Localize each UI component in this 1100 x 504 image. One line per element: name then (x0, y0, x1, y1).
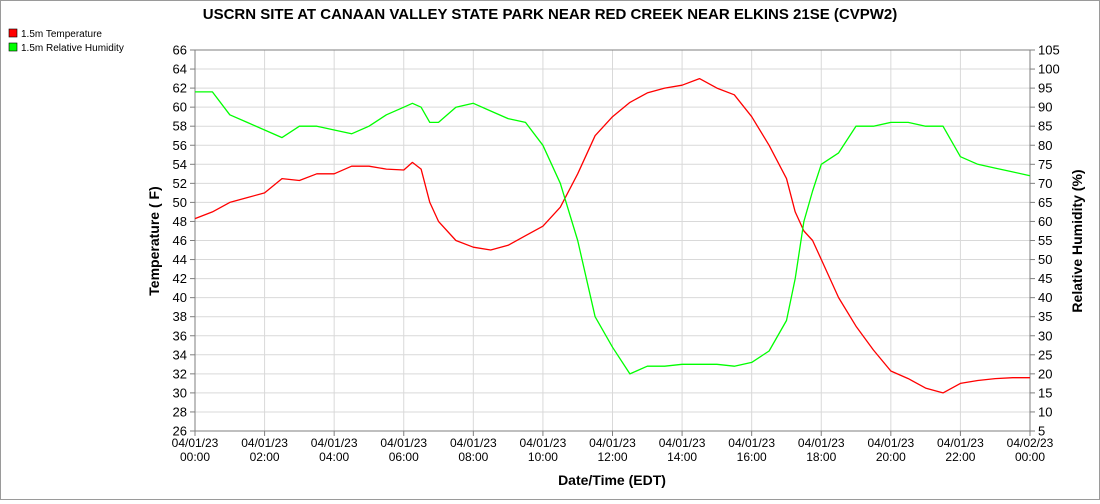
x-tick-time-label: 04:00 (319, 450, 349, 464)
x-tick-date-label: 04/01/23 (311, 436, 358, 450)
right-tick-label: 50 (1038, 252, 1052, 267)
left-tick-label: 38 (173, 309, 187, 324)
x-tick-time-label: 14:00 (667, 450, 697, 464)
left-tick-label: 54 (173, 157, 187, 172)
left-tick-label: 28 (173, 404, 187, 419)
right-tick-label: 65 (1038, 195, 1052, 210)
x-tick-date-label: 04/01/23 (450, 436, 497, 450)
left-tick-label: 52 (173, 176, 187, 191)
right-tick-label: 25 (1038, 347, 1052, 362)
left-tick-label: 58 (173, 119, 187, 134)
x-tick-date-label: 04/01/23 (172, 436, 219, 450)
legend-label-temperature: 1.5m Temperature (21, 29, 102, 40)
left-tick-label: 48 (173, 214, 187, 229)
left-tick-label: 64 (173, 62, 187, 77)
x-tick-time-label: 06:00 (389, 450, 419, 464)
x-tick-time-label: 22:00 (945, 450, 975, 464)
right-tick-label: 35 (1038, 309, 1052, 324)
legend-swatch-humidity (8, 42, 18, 52)
x-tick-date-label: 04/01/23 (798, 436, 845, 450)
left-tick-label: 36 (173, 328, 187, 343)
right-tick-label: 105 (1038, 43, 1060, 58)
right-tick-label: 10 (1038, 404, 1052, 419)
legend-label-humidity: 1.5m Relative Humidity (21, 43, 124, 54)
x-tick-date-label: 04/01/23 (937, 436, 984, 450)
x-tick-time-label: 10:00 (528, 450, 558, 464)
left-tick-label: 40 (173, 290, 187, 305)
left-tick-label: 44 (173, 252, 187, 267)
left-tick-label: 34 (173, 347, 187, 362)
x-tick-date-label: 04/01/23 (867, 436, 914, 450)
left-tick-label: 26 (173, 424, 187, 439)
right-tick-label: 20 (1038, 366, 1052, 381)
right-tick-label: 30 (1038, 328, 1052, 343)
humidity-series-line (195, 91, 1031, 375)
left-axis-label: Temperature ( F) (146, 186, 162, 295)
left-axis-ticks: 26 28 30 32 34 36 38 40 42 44 46 48 50 52 54 56 58 60 62 64… (173, 43, 195, 439)
x-tick-time-label: 00:00 (1015, 450, 1045, 464)
x-tick-date-label: 04/01/23 (520, 436, 567, 450)
right-axis-label: Relative Humidity (%) (1069, 169, 1085, 312)
x-tick-date-label: 04/01/23 (659, 436, 706, 450)
x-tick-time-label: 02:00 (250, 450, 280, 464)
left-tick-label: 50 (173, 195, 187, 210)
right-tick-label: 40 (1038, 290, 1052, 305)
x-tick-time-label: 12:00 (597, 450, 627, 464)
legend: 1.5m Temperature 1.5m Relative Humidity (8, 28, 124, 54)
left-tick-label: 30 (173, 385, 187, 400)
series-layer (194, 77, 1031, 394)
x-tick-time-label: 00:00 (180, 450, 210, 464)
right-tick-label: 95 (1038, 81, 1052, 96)
x-tick-time-label: 20:00 (876, 450, 906, 464)
legend-swatch-temperature (8, 28, 18, 38)
left-tick-label: 56 (173, 138, 187, 153)
x-axis-label: Date/Time (EDT) (558, 472, 666, 488)
x-tick-time-label: 08:00 (458, 450, 488, 464)
left-tick-label: 62 (173, 81, 187, 96)
right-tick-label: 15 (1038, 385, 1052, 400)
left-tick-label: 32 (173, 366, 187, 381)
left-tick-label: 66 (173, 43, 187, 58)
temperature-series-line (194, 77, 1030, 394)
x-tick-date-label: 04/01/23 (589, 436, 636, 450)
x-axis-ticks: 04/01/2300:0004/01/2302:0004/01/2304:000… (172, 431, 1054, 464)
x-tick-date-label: 04/01/23 (241, 436, 288, 450)
x-tick-date-label: 04/01/23 (380, 436, 427, 450)
left-tick-label: 42 (173, 271, 187, 286)
right-tick-label: 55 (1038, 233, 1052, 248)
grid (194, 49, 1031, 432)
right-tick-label: 100 (1038, 62, 1060, 77)
left-tick-label: 60 (173, 100, 187, 115)
right-tick-label: 60 (1038, 214, 1052, 229)
right-tick-label: 80 (1038, 138, 1052, 153)
x-tick-date-label: 04/02/23 (1007, 436, 1054, 450)
right-tick-label: 90 (1038, 100, 1052, 115)
chart-title: USCRN SITE AT CANAAN VALLEY STATE PARK N… (203, 6, 898, 23)
x-tick-time-label: 16:00 (737, 450, 767, 464)
right-tick-label: 70 (1038, 176, 1052, 191)
x-tick-date-label: 04/01/23 (728, 436, 775, 450)
right-tick-label: 75 (1038, 157, 1052, 172)
x-tick-time-label: 18:00 (806, 450, 836, 464)
right-tick-label: 45 (1038, 271, 1052, 286)
left-tick-label: 46 (173, 233, 187, 248)
right-tick-label: 85 (1038, 119, 1052, 134)
right-axis-ticks: 5 10 15 20 25 30 35 40 45 50 55 60 65 70 75 80 85 90 95 100… (1030, 43, 1060, 439)
right-tick-label: 5 (1038, 424, 1045, 439)
